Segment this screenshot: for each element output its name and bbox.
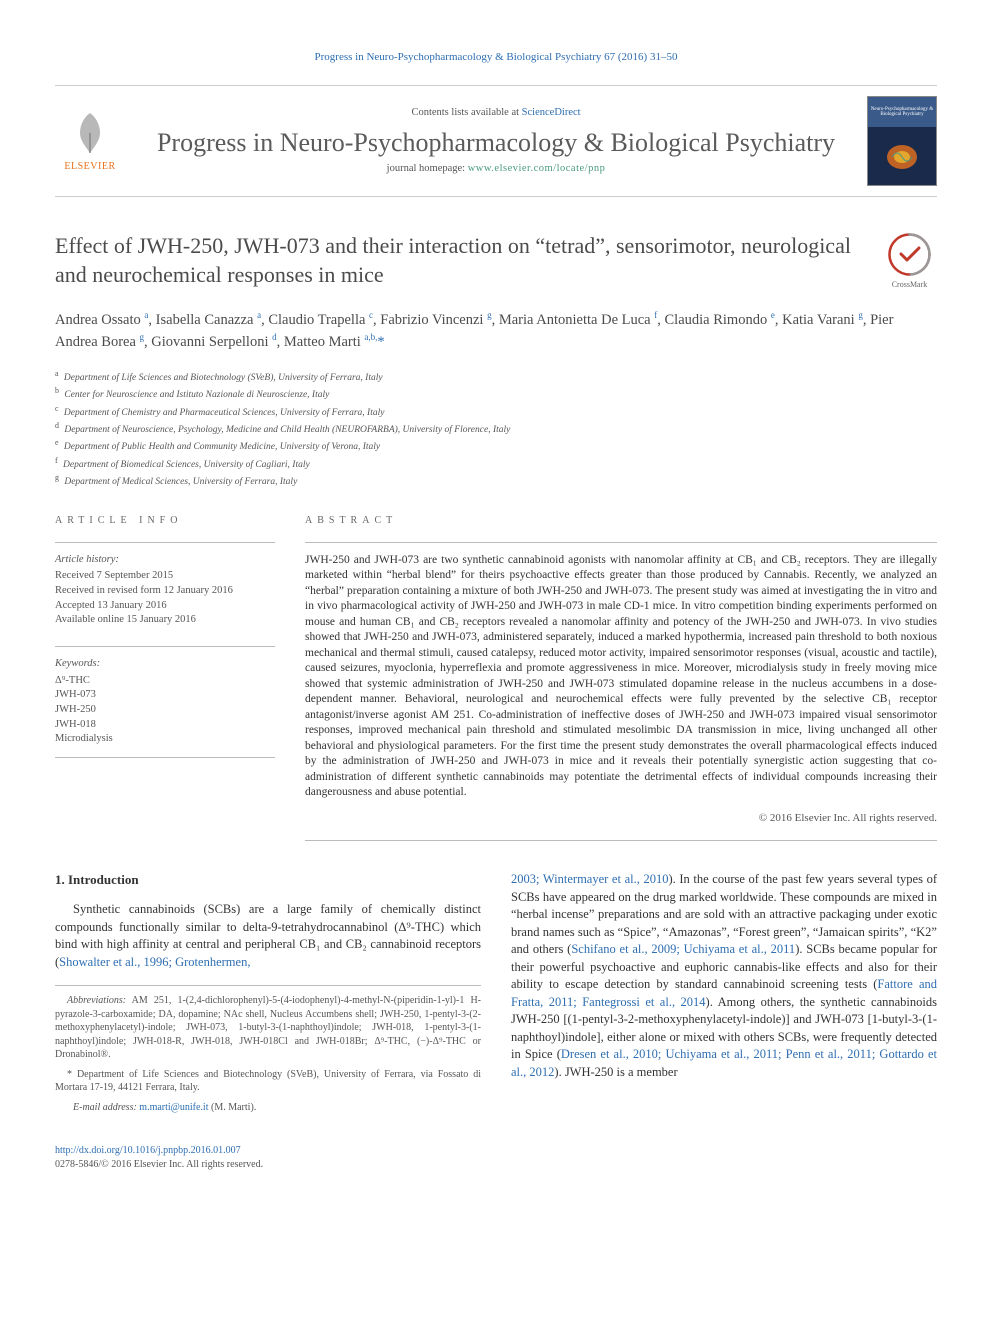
history-line: Available online 15 January 2016 <box>55 613 275 628</box>
cover-brain-icon <box>882 137 922 177</box>
keyword-item: Δ⁹-THC <box>55 674 275 689</box>
crossmark-badge[interactable]: CrossMark <box>882 232 937 290</box>
publisher-name: ELSEVIER <box>64 160 115 174</box>
affiliation-item: e Department of Public Health and Commun… <box>55 437 937 454</box>
affiliation-item: c Department of Chemistry and Pharmaceut… <box>55 403 937 420</box>
author-list: Andrea Ossato a, Isabella Canazza a, Cla… <box>55 309 937 354</box>
keywords-block: Keywords: Δ⁹-THCJWH-073JWH-250JWH-018Mic… <box>55 646 275 758</box>
history-line: Accepted 13 January 2016 <box>55 599 275 614</box>
affiliation-item: b Center for Neuroscience and Istituto N… <box>55 385 937 402</box>
publisher-logo[interactable]: ELSEVIER <box>55 108 125 174</box>
journal-header: ELSEVIER Contents lists available at Sci… <box>55 85 937 197</box>
footer-info: http://dx.doi.org/10.1016/j.pnpbp.2016.0… <box>55 1144 937 1172</box>
sciencedirect-link[interactable]: ScienceDirect <box>522 107 581 118</box>
email-footnote: E-mail address: m.marti@unife.it (M. Mar… <box>55 1101 481 1115</box>
article-title: Effect of JWH-250, JWH-073 and their int… <box>55 232 862 289</box>
affiliations-list: a Department of Life Sciences and Biotec… <box>55 368 937 490</box>
affiliation-item: f Department of Biomedical Sciences, Uni… <box>55 455 937 472</box>
issn-copyright: 0278-5846/© 2016 Elsevier Inc. All right… <box>55 1159 263 1170</box>
article-history: Article history: Received 7 September 20… <box>55 542 275 628</box>
elsevier-tree-icon <box>65 108 115 158</box>
history-line: Received in revised form 12 January 2016 <box>55 584 275 599</box>
footnotes: Abbreviations: AM 251, 1-(2,4-dichloroph… <box>55 985 481 1114</box>
citation-link[interactable]: Showalter et al., 1996; Grotenhermen, <box>59 955 250 969</box>
journal-homepage-line: journal homepage: www.elsevier.com/locat… <box>125 162 867 177</box>
affiliation-item: g Department of Medical Sciences, Univer… <box>55 472 937 489</box>
journal-name: Progress in Neuro-Psychopharmacology & B… <box>125 127 867 158</box>
intro-paragraph-right: 2003; Wintermayer et al., 2010). In the … <box>511 871 937 1081</box>
email-link[interactable]: m.marti@unife.it <box>139 1102 208 1113</box>
journal-citation[interactable]: Progress in Neuro-Psychopharmacology & B… <box>55 50 937 65</box>
abstract-text: JWH-250 and JWH-073 are two synthetic ca… <box>305 553 937 801</box>
keyword-item: JWH-073 <box>55 688 275 703</box>
crossmark-icon <box>887 232 932 277</box>
affiliation-item: d Department of Neuroscience, Psychology… <box>55 420 937 437</box>
abbreviations-footnote: Abbreviations: AM 251, 1-(2,4-dichloroph… <box>55 994 481 1062</box>
crossmark-label: CrossMark <box>892 279 928 290</box>
corresponding-author-footnote: * Department of Life Sciences and Biotec… <box>55 1068 481 1095</box>
journal-home-link[interactable]: www.elsevier.com/locate/pnp <box>468 163 606 174</box>
intro-paragraph-left: Synthetic cannabinoids (SCBs) are a larg… <box>55 901 481 971</box>
affiliation-item: a Department of Life Sciences and Biotec… <box>55 368 937 385</box>
abstract-copyright: © 2016 Elsevier Inc. All rights reserved… <box>305 811 937 826</box>
history-label: Article history: <box>55 553 275 568</box>
abstract-box: JWH-250 and JWH-073 are two synthetic ca… <box>305 542 937 842</box>
keyword-item: Microdialysis <box>55 732 275 747</box>
section-heading-intro: 1. Introduction <box>55 871 481 889</box>
history-line: Received 7 September 2015 <box>55 569 275 584</box>
keyword-item: JWH-018 <box>55 718 275 733</box>
contents-line: Contents lists available at ScienceDirec… <box>125 106 867 121</box>
article-info-label: article info <box>55 514 275 528</box>
keyword-item: JWH-250 <box>55 703 275 718</box>
keywords-label: Keywords: <box>55 657 275 672</box>
doi-link[interactable]: http://dx.doi.org/10.1016/j.pnpbp.2016.0… <box>55 1145 241 1156</box>
citation-link[interactable]: 2003; Wintermayer et al., 2010 <box>511 872 668 886</box>
abstract-label: abstract <box>305 514 937 528</box>
journal-cover-thumbnail[interactable]: Neuro-Psychopharmacology & Biological Ps… <box>867 96 937 186</box>
citation-link[interactable]: Schifano et al., 2009; Uchiyama et al., … <box>571 942 795 956</box>
